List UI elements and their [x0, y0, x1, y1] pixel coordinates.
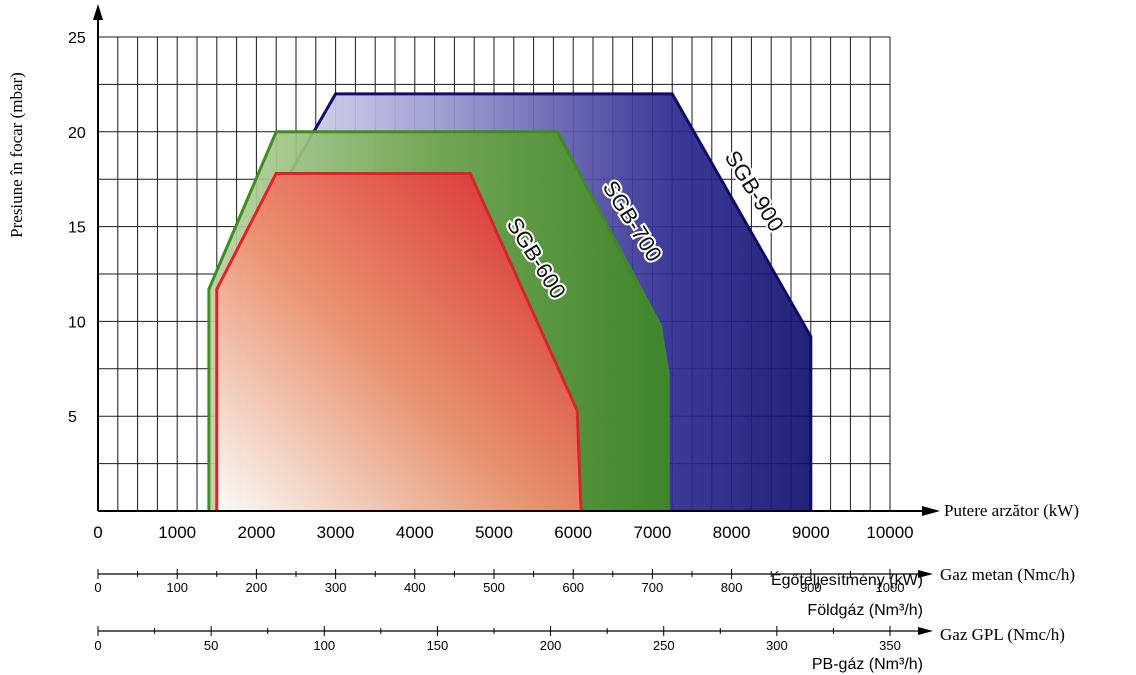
y-axis — [93, 4, 103, 511]
axis-gpl-tick-label: 50 — [204, 638, 218, 653]
x-axis-kw-tick-label: 7000 — [633, 523, 671, 542]
x-axis-kw-tick-label: 9000 — [792, 523, 830, 542]
y-axis-label: Presiune în focar (mbar) — [7, 72, 26, 238]
axis-metan-sublabel: Földgáz (Nm³/h) — [807, 602, 923, 619]
x-axis-kw-label: Putere arzător (kW) — [944, 501, 1079, 520]
axis-gpl-tick-label: 350 — [879, 638, 901, 653]
y-tick-label: 15 — [68, 220, 86, 237]
y-tick-label: 25 — [68, 30, 86, 47]
x-axis-kw-tick-label: 3000 — [317, 523, 355, 542]
axis-metan-tick-labels: 0 100 200 300 400 500 600 700 800 900 1000 — [94, 580, 904, 595]
axis-gpl-label: Gaz GPL (Nmc/h) — [940, 625, 1065, 644]
axis-gpl-tick-label: 100 — [313, 638, 335, 653]
x-axis-kw-tick-label: 10000 — [866, 523, 913, 542]
x-axis-kw-tick-label: 4000 — [396, 523, 434, 542]
axis-metan-tick-label: 500 — [483, 580, 505, 595]
axis-gpl — [98, 627, 933, 635]
x-axis-kw-tick-label: 6000 — [554, 523, 592, 542]
axis-metan-label: Gaz metan (Nmc/h) — [940, 565, 1075, 584]
axis-gpl-ticks — [97, 626, 891, 636]
x-axis-kw-tick-label: 2000 — [237, 523, 275, 542]
axis-metan-arrow-icon — [918, 570, 933, 578]
axis-metan-tick-label: 900 — [800, 580, 822, 595]
y-tick-label: 10 — [68, 314, 86, 331]
y-tick-labels: 5 10 15 20 25 — [68, 30, 86, 426]
x-axis-kw-tick-label: 8000 — [713, 523, 751, 542]
axis-gpl-tick-label: 200 — [540, 638, 562, 653]
axis-metan-tick-label: 300 — [325, 580, 347, 595]
x-axis-kw — [98, 506, 940, 516]
y-tick-label: 20 — [68, 125, 86, 142]
axis-metan-tick-label: 600 — [562, 580, 584, 595]
axis-metan-ticks — [97, 569, 891, 579]
y-axis-arrow-icon — [93, 4, 103, 20]
axis-gpl-tick-label: 250 — [653, 638, 675, 653]
x-axis-kw-tick-label: 5000 — [475, 523, 513, 542]
x-axis-kw-tick-label: 0 — [93, 523, 102, 542]
x-axis-kw-tick-labels: 0 1000 2000 3000 4000 5000 6000 7000 8000 9000 100… — [93, 523, 913, 542]
axis-metan-tick-label: 700 — [642, 580, 664, 595]
axis-gpl-tick-label: 150 — [427, 638, 449, 653]
x-axis-kw-sublabel: Égőteljesítmény (kW) — [771, 570, 923, 589]
axis-metan-tick-label: 400 — [404, 580, 426, 595]
axis-gpl-tick-labels: 0 50 100 150 200 250 300 350 — [94, 638, 900, 653]
axis-metan-tick-label: 200 — [246, 580, 268, 595]
series-outline-sgb-700 — [207, 130, 670, 511]
axis-gpl-sublabel: PB-gáz (Nm³/h) — [812, 656, 923, 673]
axis-metan-tick-label: 100 — [166, 580, 188, 595]
axis-gpl-tick-label: 0 — [94, 638, 101, 653]
axis-metan-tick-label: 1000 — [876, 580, 905, 595]
axis-metan-tick-label: 0 — [94, 580, 101, 595]
series-areas — [207, 92, 813, 512]
series-area-sgb-600 — [216, 173, 582, 511]
x-axis-kw-tick-label: 1000 — [158, 523, 196, 542]
y-tick-label: 5 — [68, 409, 77, 426]
axis-metan-tick-label: 800 — [721, 580, 743, 595]
series-outline-sgb-600 — [215, 172, 583, 512]
axis-gpl-tick-label: 300 — [766, 638, 788, 653]
axis-metan — [98, 570, 933, 578]
x-axis-kw-arrow-icon — [922, 506, 940, 516]
axis-gpl-arrow-icon — [918, 627, 933, 635]
